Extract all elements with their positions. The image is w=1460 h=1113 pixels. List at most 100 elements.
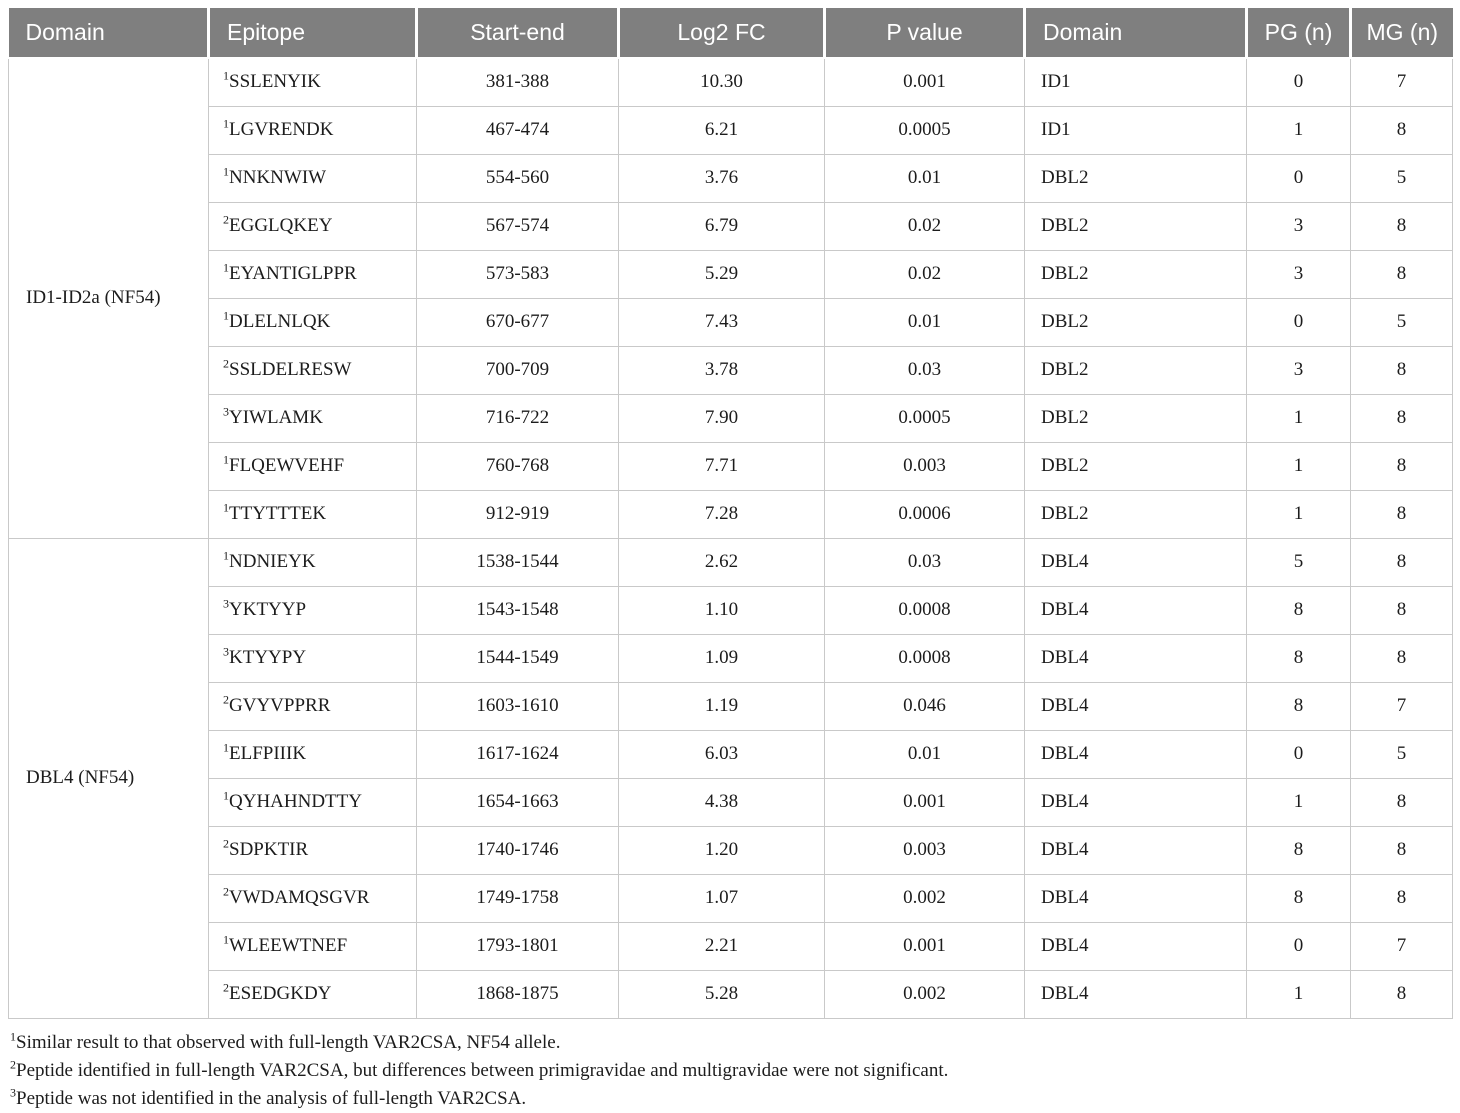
domain-cell: DBL2 [1024,249,1247,299]
table-row: 2ESEDGKDY 1868-1875 5.28 0.002 DBL4 1 8 [9,969,1453,1019]
p-value-cell: 0.03 [824,345,1025,395]
pg-cell: 0 [1246,57,1351,107]
log2fc-cell: 2.62 [618,537,825,587]
p-value-cell: 0.0008 [824,633,1025,683]
epitope-footnote-marker: 1 [223,68,229,83]
mg-cell: 7 [1350,57,1453,107]
epitope-label: NNKNWIW [229,167,327,188]
epitope-label: YIWLAMK [229,407,323,428]
log2fc-cell: 7.28 [618,489,825,539]
epitope-cell: 1DLELNLQK [208,297,417,347]
table-row: 1ELFPIIIK 1617-1624 6.03 0.01 DBL4 0 5 [9,729,1453,779]
mg-cell: 8 [1350,489,1453,539]
start-end-cell: 573-583 [416,249,619,299]
start-end-cell: 1793-1801 [416,921,619,971]
epitope-label: FLQEWVEHF [229,455,345,476]
p-value-cell: 0.001 [824,777,1025,827]
start-end-cell: 1868-1875 [416,969,619,1019]
footnote-text: Peptide was not identified in the analys… [16,1087,527,1109]
epitope-cell: 1NNKNWIW [208,153,417,203]
table-row: DBL4 (NF54) 1NDNIEYK 1538-1544 2.62 0.03… [8,537,1453,1019]
pg-cell: 8 [1246,585,1351,635]
log2fc-cell: 7.90 [618,393,825,443]
pg-cell: 5 [1246,537,1351,587]
domain-group-cell: ID1-ID2a (NF54) [8,57,209,539]
epitope-label: ELFPIIIK [229,743,307,764]
log2fc-cell: 1.19 [618,681,825,731]
column-header-domain: Domain [1024,8,1248,59]
log2fc-cell: 6.21 [618,105,825,155]
log2fc-cell: 7.43 [618,297,825,347]
epitope-cell: 2GVYVPPRR [208,681,417,731]
epitope-cell: 2SDPKTIR [208,825,417,875]
pg-cell: 0 [1246,297,1351,347]
p-value-cell: 0.0008 [824,585,1025,635]
start-end-cell: 716-722 [416,393,619,443]
epitope-cell: 1EYANTIGLPPR [208,249,417,299]
start-end-cell: 1617-1624 [416,729,619,779]
mg-cell: 8 [1350,585,1453,635]
epitope-cell: 1TTYTTTEK [208,489,417,539]
mg-cell: 8 [1350,105,1453,155]
epitope-footnote-marker: 1 [223,308,229,323]
epitope-footnote-marker: 3 [223,596,229,611]
log2fc-cell: 1.07 [618,873,825,923]
epitope-label: DLELNLQK [229,311,331,332]
start-end-cell: 1654-1663 [416,777,619,827]
domain-cell: DBL4 [1024,921,1247,971]
header-row: Domain Epitope Start-end Log2 FC P value… [8,8,1453,59]
epitope-footnote-marker: 1 [223,260,229,275]
table-row: 2SDPKTIR 1740-1746 1.20 0.003 DBL4 8 8 [9,825,1453,875]
epitope-cell: 1LGVRENDK [208,105,417,155]
epitope-label: KTYYPY [229,647,307,668]
mg-cell: 8 [1350,441,1453,491]
pg-cell: 8 [1246,681,1351,731]
mg-cell: 8 [1350,345,1453,395]
epitope-cell: 2EGGLQKEY [208,201,417,251]
p-value-cell: 0.0005 [824,105,1025,155]
p-value-cell: 0.001 [824,57,1025,107]
pg-cell: 0 [1246,729,1351,779]
mg-cell: 8 [1350,633,1453,683]
epitope-label: ESEDGKDY [229,983,332,1004]
table-row: 1QYHAHNDTTY 1654-1663 4.38 0.001 DBL4 1 … [9,777,1453,827]
log2fc-cell: 1.20 [618,825,825,875]
log2fc-cell: 3.78 [618,345,825,395]
table-row: 2SSLDELRESW 700-709 3.78 0.03 DBL2 3 8 [9,345,1453,395]
p-value-cell: 0.02 [824,249,1025,299]
table-row: 1WLEEWTNEF 1793-1801 2.21 0.001 DBL4 0 7 [9,921,1453,971]
pg-cell: 1 [1246,441,1351,491]
epitope-table: Domain Epitope Start-end Log2 FC P value… [8,8,1453,1019]
mg-cell: 8 [1350,537,1453,587]
p-value-cell: 0.046 [824,681,1025,731]
p-value-cell: 0.002 [824,873,1025,923]
epitope-footnote-marker: 1 [223,740,229,755]
epitope-label: VWDAMQSGVR [229,887,370,908]
column-header-epitope: Epitope [208,8,418,59]
epitope-label: LGVRENDK [229,119,334,140]
table-row: 1EYANTIGLPPR 573-583 5.29 0.02 DBL2 3 8 [9,249,1453,299]
epitope-label: YKTYYP [229,599,307,620]
start-end-cell: 381-388 [416,57,619,107]
log2fc-cell: 3.76 [618,153,825,203]
epitope-label: QYHAHNDTTY [229,791,362,812]
epitope-footnote-marker: 1 [223,500,229,515]
mg-cell: 7 [1350,921,1453,971]
pg-cell: 3 [1246,201,1351,251]
pg-cell: 8 [1246,633,1351,683]
start-end-cell: 1603-1610 [416,681,619,731]
table-row: 2EGGLQKEY 567-574 6.79 0.02 DBL2 3 8 [9,201,1453,251]
mg-cell: 8 [1350,393,1453,443]
log2fc-cell: 6.03 [618,729,825,779]
epitope-label: TTYTTTEK [229,503,327,524]
mg-cell: 8 [1350,969,1453,1019]
p-value-cell: 0.003 [824,441,1025,491]
pg-cell: 3 [1246,345,1351,395]
p-value-cell: 0.01 [824,153,1025,203]
p-value-cell: 0.002 [824,969,1025,1019]
epitope-cell: 1SSLENYIK [208,57,417,107]
table-row: 3YKTYYP 1543-1548 1.10 0.0008 DBL4 8 8 [9,585,1453,635]
epitope-label: WLEEWTNEF [229,935,348,956]
epitope-footnote-marker: 2 [223,884,229,899]
